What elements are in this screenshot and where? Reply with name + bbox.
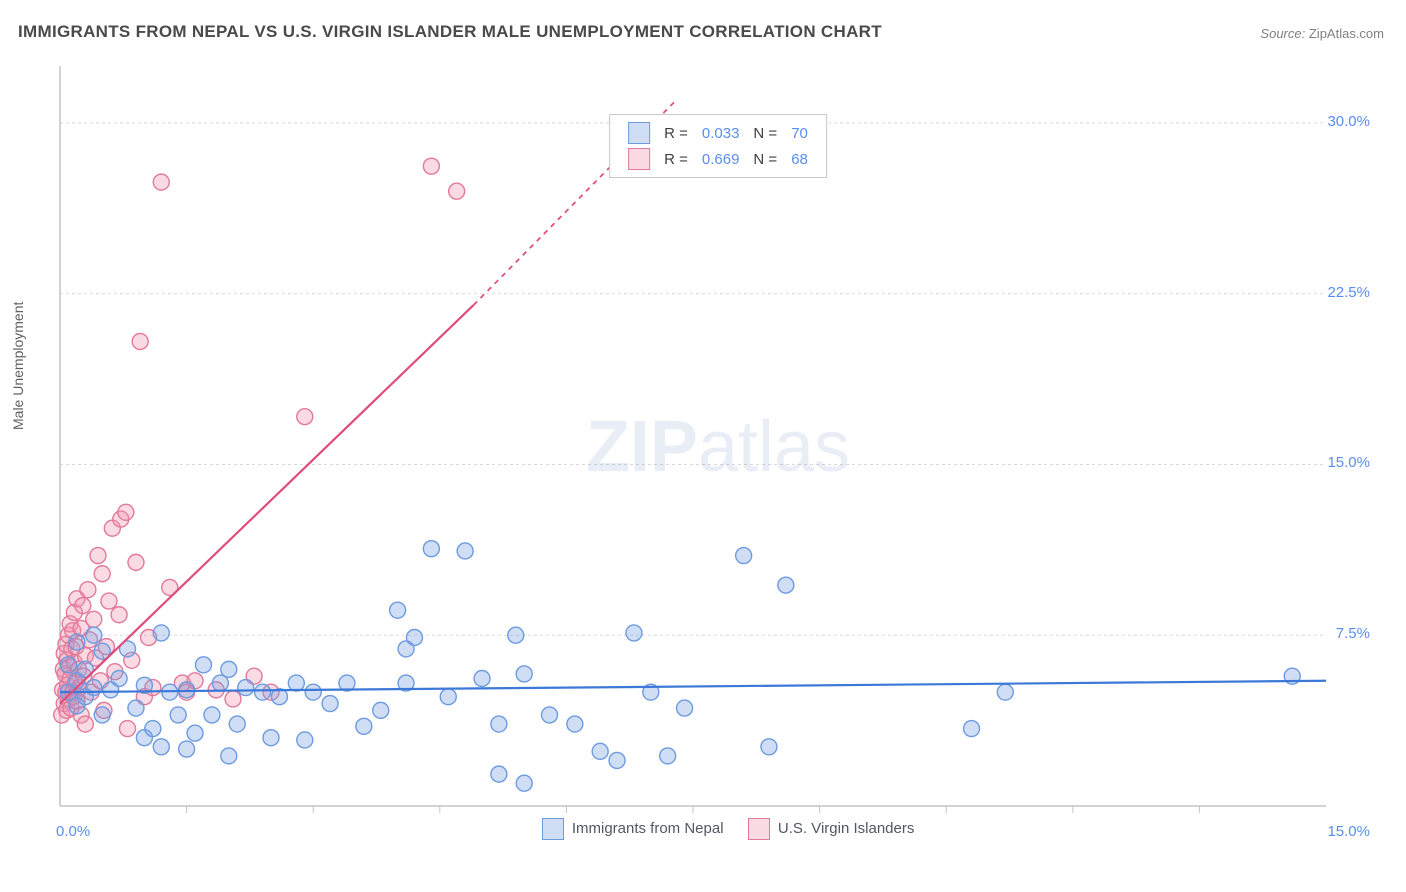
y-tick-label: 7.5% xyxy=(1336,625,1370,642)
stat-N-1: 68 xyxy=(785,147,814,171)
stat-R-label: R = xyxy=(658,147,694,171)
stat-R-0: 0.033 xyxy=(696,121,746,145)
legend-swatch-1 xyxy=(748,818,770,840)
bottom-legend: Immigrants from Nepal U.S. Virgin Island… xyxy=(50,818,1386,840)
stat-row-1: R = 0.669 N = 68 xyxy=(622,147,814,171)
legend-label-0: Immigrants from Nepal xyxy=(572,820,724,837)
y-tick-label: 22.5% xyxy=(1327,284,1370,301)
source-attribution: Source: ZipAtlas.com xyxy=(1260,26,1384,41)
stat-N-label: N = xyxy=(747,121,783,145)
stat-R-label: R = xyxy=(658,121,694,145)
correlation-stat-box: R = 0.033 N = 70 R = 0.669 N = 68 xyxy=(609,114,827,178)
y-axis-label: Male Unemployment xyxy=(10,302,26,430)
stat-row-0: R = 0.033 N = 70 xyxy=(622,121,814,145)
chart-container: IMMIGRANTS FROM NEPAL VS U.S. VIRGIN ISL… xyxy=(0,0,1406,892)
legend-swatch-0 xyxy=(542,818,564,840)
stat-N-0: 70 xyxy=(785,121,814,145)
plot-area: ZIPatlas R = 0.033 N = 70 R = 0.669 N = … xyxy=(50,56,1386,846)
source-value: ZipAtlas.com xyxy=(1309,26,1384,41)
chart-title: IMMIGRANTS FROM NEPAL VS U.S. VIRGIN ISL… xyxy=(18,22,882,42)
stat-N-label: N = xyxy=(747,147,783,171)
y-tick-label: 15.0% xyxy=(1327,454,1370,471)
stat-table: R = 0.033 N = 70 R = 0.669 N = 68 xyxy=(620,119,816,173)
stat-swatch-1 xyxy=(628,148,650,170)
stat-swatch-0 xyxy=(628,122,650,144)
legend-label-1: U.S. Virgin Islanders xyxy=(778,820,914,837)
source-label: Source: xyxy=(1260,26,1305,41)
y-tick-label: 30.0% xyxy=(1327,113,1370,130)
stat-R-1: 0.669 xyxy=(696,147,746,171)
